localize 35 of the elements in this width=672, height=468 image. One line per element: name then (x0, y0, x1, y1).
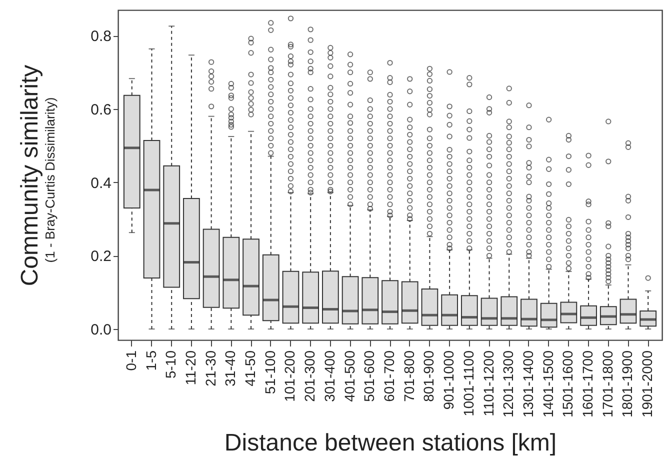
x-tick-label: 51-100 (262, 350, 278, 394)
x-tick-label: 1701-1800 (599, 350, 616, 418)
y-tick-label: 0.6 (90, 102, 112, 118)
x-tick-label: 401-500 (341, 350, 358, 402)
x-tick-label: 11-20 (182, 350, 198, 386)
x-tick-label: 31-40 (222, 350, 238, 386)
x-tick-label: 1501-1600 (560, 350, 576, 418)
x-tick-label: 901-1000 (440, 350, 457, 410)
y-tick-label: 0.0 (90, 322, 112, 338)
y-tick-label: 0.4 (90, 174, 112, 192)
x-tick-label: 301-400 (321, 350, 338, 402)
x-tick-label: 41-50 (242, 350, 258, 386)
x-tick-label: 701-800 (400, 350, 417, 402)
x-tick-label: 1301-1400 (520, 350, 536, 418)
y-axis-title: Community similarity (16, 64, 44, 286)
y-tick-label: 0.8 (90, 28, 112, 46)
x-tick-label: 1401-1500 (540, 350, 556, 418)
x-tick-label: 201-300 (302, 350, 318, 402)
x-axis-title: Distance between stations [km] (224, 429, 557, 456)
x-tick-label: 1601-1700 (580, 350, 596, 418)
x-tick-label: 5-10 (162, 350, 179, 379)
x-tick-label: 1101-1200 (480, 350, 496, 416)
text: (1 - Bray-Curtis Dissimilarity) (42, 97, 58, 263)
x-tick-label: 601-700 (381, 350, 397, 402)
y-tick-label: 0.2 (90, 248, 112, 266)
x-tick-label: 1001-1100 (460, 350, 476, 416)
x-tick-label: 801-900 (420, 350, 437, 402)
x-tick-label: 1201-1300 (500, 350, 516, 418)
x-tick-label: 101-200 (282, 350, 298, 402)
x-tick-label: 0-1 (122, 350, 139, 371)
x-tick-label: 1801-1900 (619, 350, 636, 418)
x-tick-label: 501-600 (361, 350, 378, 402)
x-tick-label: 1-5 (142, 350, 159, 371)
x-tick-label: 21-30 (202, 350, 218, 386)
x-tick-label: 1901-2000 (639, 350, 656, 418)
